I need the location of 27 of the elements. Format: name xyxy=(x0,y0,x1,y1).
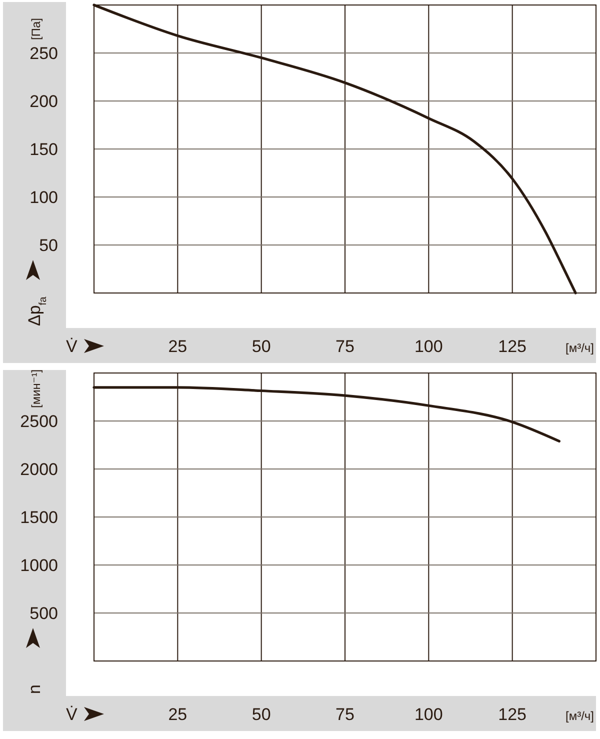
y-tick-label: 2000 xyxy=(20,460,58,479)
text: [Па] xyxy=(29,18,43,40)
y-tick-label: 1000 xyxy=(20,556,58,575)
y-tick-label: 200 xyxy=(30,92,58,111)
y-tick-label: 100 xyxy=(30,188,58,207)
x-tick-label: 125 xyxy=(498,337,527,356)
x-tick-label: 125 xyxy=(498,705,527,724)
x-tick-label: 50 xyxy=(252,337,271,356)
text: [мин⁻¹] xyxy=(29,369,43,408)
y-tick-label: 2500 xyxy=(20,412,58,431)
x-tick-label: 50 xyxy=(252,705,271,724)
y-tick-label: 50 xyxy=(39,236,58,255)
x-tick-label: 100 xyxy=(414,705,443,724)
x-tick-label: 75 xyxy=(336,337,354,356)
text: [м³/ч] xyxy=(566,341,594,355)
y-tick-label: 150 xyxy=(30,140,58,159)
x-axis-title: V̇ xyxy=(66,705,78,724)
x-tick-label: 25 xyxy=(168,337,188,356)
y-tick-label: 250 xyxy=(30,44,58,63)
y-tick-label: 1500 xyxy=(20,508,58,527)
x-tick-label: 100 xyxy=(414,337,443,356)
x-tick-label: 25 xyxy=(168,705,188,724)
text: [м³/ч] xyxy=(566,709,594,723)
x-tick-label: 75 xyxy=(336,705,354,724)
y-tick-label: 500 xyxy=(30,604,58,623)
x-axis-title: V̇ xyxy=(66,337,78,356)
y-axis-title: n xyxy=(25,684,44,694)
